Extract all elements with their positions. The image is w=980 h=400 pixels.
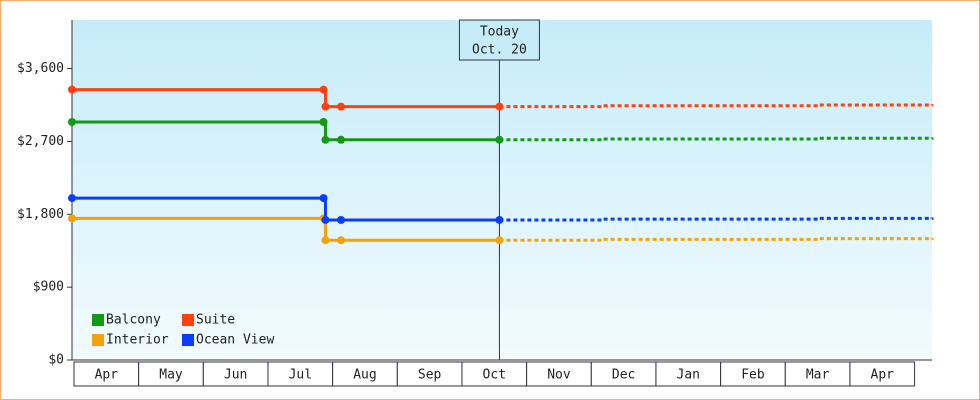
price-point bbox=[68, 85, 76, 94]
y-tick-label: $900 bbox=[33, 280, 64, 295]
price-point bbox=[495, 102, 504, 111]
x-tick-label: Nov bbox=[547, 368, 571, 383]
legend-label: Ocean View bbox=[196, 333, 274, 348]
price-point bbox=[495, 135, 504, 144]
x-tick-label: Oct bbox=[483, 368, 506, 383]
price-line bbox=[72, 216, 500, 242]
legend-swatch bbox=[182, 334, 194, 346]
month-box bbox=[784, 361, 851, 387]
price-point bbox=[321, 135, 330, 144]
price-point bbox=[336, 102, 345, 111]
legend-label: Suite bbox=[196, 313, 235, 328]
x-tick-label: Apr bbox=[871, 368, 895, 383]
x-tick-label: May bbox=[159, 368, 183, 383]
price-point bbox=[495, 215, 504, 224]
month-box bbox=[73, 361, 140, 387]
legend-swatch bbox=[92, 334, 104, 346]
y-tick-label: $2,700 bbox=[17, 134, 64, 149]
today-box bbox=[458, 19, 540, 61]
today-label: Oct. 20 bbox=[472, 43, 527, 58]
x-tick-label: Apr bbox=[95, 368, 119, 383]
x-tick-label: Aug bbox=[353, 368, 376, 383]
price-point bbox=[321, 236, 330, 245]
x-tick-label: Mar bbox=[806, 368, 830, 383]
forecast-line bbox=[499, 216, 934, 222]
month-box bbox=[332, 361, 398, 387]
x-tick-label: Jan bbox=[677, 368, 700, 383]
month-box bbox=[526, 361, 592, 387]
x-tick-label: Jun bbox=[224, 368, 247, 383]
month-box bbox=[655, 361, 722, 387]
legend-label: Balcony bbox=[106, 313, 161, 328]
x-tick-label: Dec bbox=[612, 368, 635, 383]
price-point bbox=[321, 215, 330, 224]
price-point bbox=[336, 215, 345, 224]
today-label: Today bbox=[480, 25, 519, 40]
y-tick-label: $1,800 bbox=[17, 207, 64, 222]
legend-swatch bbox=[182, 314, 194, 326]
legend-swatch bbox=[92, 314, 104, 326]
month-box bbox=[138, 361, 204, 387]
plot-area bbox=[72, 20, 932, 360]
price-point bbox=[319, 194, 328, 203]
y-tick-label: $0 bbox=[48, 353, 64, 368]
price-line bbox=[72, 196, 500, 222]
month-box bbox=[202, 361, 269, 387]
x-tick-label: Feb bbox=[741, 368, 765, 383]
price-point bbox=[319, 85, 328, 94]
y-tick-label: $3,600 bbox=[17, 61, 64, 76]
month-box bbox=[267, 361, 334, 387]
x-tick-label: Jul bbox=[289, 368, 312, 383]
forecast-line bbox=[499, 237, 934, 242]
price-point bbox=[68, 194, 76, 203]
price-point bbox=[68, 118, 76, 126]
price-point bbox=[336, 135, 345, 144]
x-tick-label: Sep bbox=[418, 368, 442, 383]
price-line bbox=[72, 88, 500, 109]
price-point bbox=[319, 118, 328, 126]
price-line bbox=[72, 120, 500, 142]
forecast-line bbox=[499, 103, 934, 109]
price-point bbox=[495, 236, 504, 245]
price-point bbox=[336, 236, 345, 245]
month-box bbox=[849, 361, 916, 387]
forecast-line bbox=[499, 136, 934, 142]
price-point bbox=[68, 214, 76, 223]
price-point bbox=[321, 102, 330, 111]
legend-label: Interior bbox=[106, 333, 169, 348]
